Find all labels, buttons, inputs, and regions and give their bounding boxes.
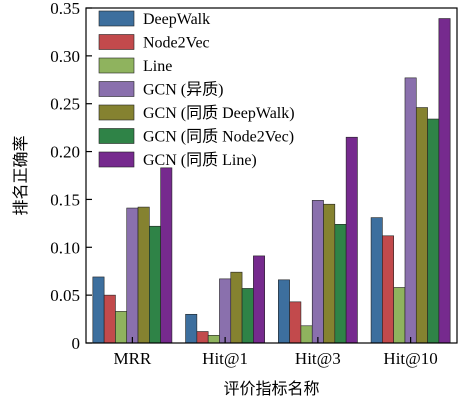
bar — [185, 313, 198, 344]
x-axis-category-labels: MRR Hit@1 Hit@3 Hit@10 — [113, 349, 437, 368]
legend-swatch — [98, 128, 135, 144]
bar — [415, 107, 428, 344]
legend-label: GCN (同质 DeepWalk) — [143, 104, 295, 122]
x-category-label: MRR — [113, 349, 151, 368]
legend-label: GCN (异质) — [143, 81, 223, 99]
bar — [207, 335, 220, 344]
bar — [345, 136, 358, 344]
y-tick-label: 0.35 — [50, 0, 80, 18]
bar — [149, 225, 161, 344]
legend-label: GCN (同质 Line) — [143, 151, 257, 169]
bar — [393, 287, 406, 344]
legend-label: DeepWalk — [143, 11, 210, 28]
bar — [241, 288, 254, 344]
legend: DeepWalk Node2Vec Line GCN (异质) GCN (同质 Deep… — [98, 10, 295, 169]
y-tick-label: 0.10 — [50, 238, 80, 257]
bar — [323, 203, 336, 344]
y-tick-label: 0.20 — [50, 143, 80, 162]
bar — [92, 276, 105, 344]
legend-swatch — [98, 34, 135, 50]
bar — [103, 294, 116, 344]
bar-group — [92, 18, 451, 344]
bar — [300, 325, 313, 344]
bar — [230, 271, 243, 344]
x-category-label: Hit@10 — [383, 349, 437, 368]
bar — [126, 207, 139, 344]
y-axis-ticks: 0 0.05 0.10 0.15 0.20 0.25 0.30 0.35 — [50, 0, 92, 353]
y-tick-label: 0.30 — [50, 47, 80, 66]
legend-swatch — [98, 10, 135, 27]
legend-swatch — [98, 104, 135, 121]
bar — [219, 278, 232, 344]
bar — [137, 206, 150, 344]
bar — [115, 311, 128, 344]
bar — [427, 118, 440, 344]
legend-label: GCN (同质 Node2Vec) — [143, 128, 294, 146]
legend-swatch — [98, 81, 135, 97]
legend-swatch — [98, 57, 135, 74]
bar — [196, 331, 209, 344]
y-tick-label: 0.25 — [50, 95, 80, 114]
x-category-label: Hit@3 — [295, 349, 341, 368]
bar — [278, 279, 290, 344]
bar — [404, 77, 417, 344]
bar — [382, 235, 394, 344]
x-category-label: Hit@1 — [202, 349, 248, 368]
y-tick-label: 0.05 — [50, 286, 80, 305]
legend-label: Node2Vec — [143, 35, 210, 52]
y-tick-label: 0 — [72, 334, 81, 353]
x-axis-title: 评价指标名称 — [223, 379, 319, 398]
bar — [334, 224, 347, 344]
plot-frame — [85, 7, 458, 344]
legend-swatch — [98, 151, 135, 168]
bar — [311, 200, 324, 344]
y-tick-label: 0.15 — [50, 190, 80, 209]
bar — [289, 301, 302, 344]
y-axis-title: 排名正确率 — [11, 135, 30, 215]
bar — [253, 255, 265, 344]
legend-label: Line — [143, 58, 172, 75]
bar — [370, 217, 383, 344]
bar — [160, 167, 173, 344]
bar — [438, 18, 451, 344]
